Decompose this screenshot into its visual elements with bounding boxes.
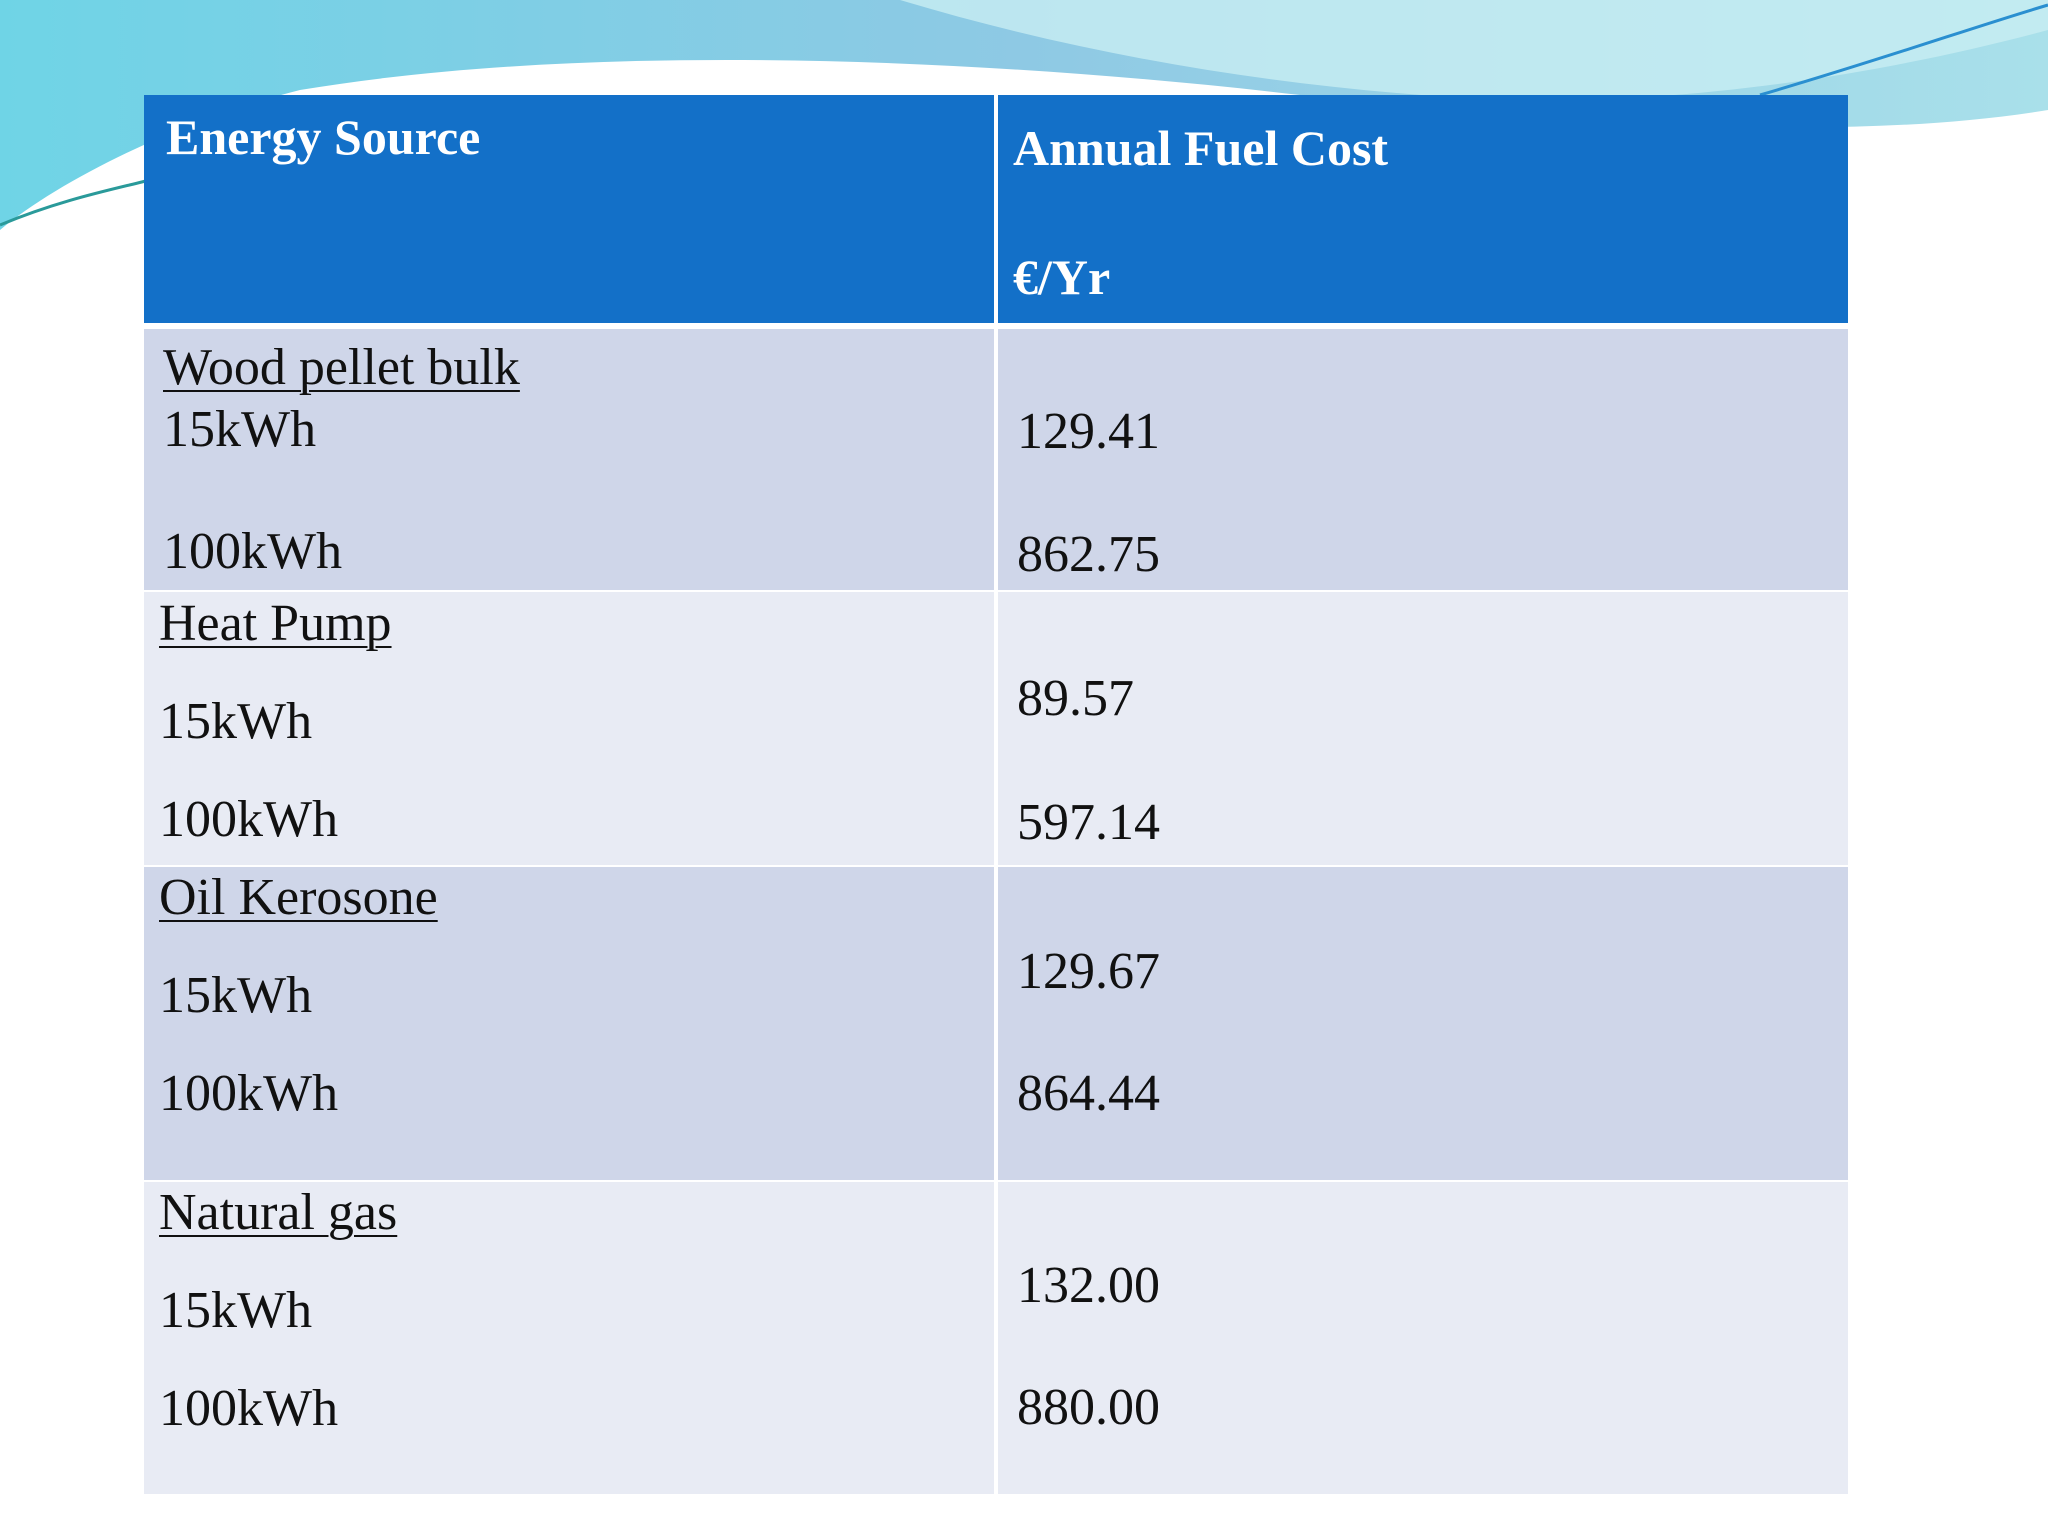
row-cell: [998, 592, 1848, 865]
capacity-label: 15kWh: [159, 693, 313, 750]
header-text: Energy Source: [166, 109, 481, 165]
capacity-label: 100kWh: [159, 1065, 339, 1122]
capacity-label: 100kWh: [163, 523, 343, 580]
header-text: Annual Fuel Cost: [1013, 120, 1389, 176]
row-cell: [144, 1182, 994, 1494]
fuel-cost: 132.00: [1017, 1257, 1160, 1314]
wave-line: [0, 178, 151, 227]
fuel-cost: 862.75: [1017, 526, 1160, 583]
source-name: Oil Kerosone: [159, 869, 438, 926]
source-name: Wood pellet bulk: [163, 339, 520, 396]
capacity-label: 15kWh: [163, 401, 317, 458]
background-waves: [0, 0, 2048, 230]
row-cell: [998, 867, 1848, 1180]
capacity-label: 100kWh: [159, 791, 339, 848]
fuel-cost: 89.57: [1017, 670, 1134, 727]
wave-line: [1759, 3, 2048, 97]
row-cell: [144, 329, 994, 590]
fuel-cost: 864.44: [1017, 1065, 1160, 1122]
header-cell: [998, 95, 1848, 323]
capacity-label: 15kWh: [159, 1282, 313, 1339]
fuel-cost: 129.41: [1017, 403, 1160, 460]
wave: [900, 0, 2048, 101]
capacity-label: 15kWh: [159, 967, 313, 1024]
fuel-cost: 597.14: [1017, 794, 1160, 851]
row-cell: [998, 329, 1848, 590]
source-name: Heat Pump: [159, 595, 392, 652]
source-name: Natural gas: [159, 1184, 398, 1241]
fuel-cost: 880.00: [1017, 1379, 1160, 1436]
row-cell: [144, 867, 994, 1180]
header-text: €/Yr: [1013, 249, 1111, 305]
capacity-label: 100kWh: [159, 1380, 339, 1437]
row-cell: [144, 592, 994, 865]
row-cell: [998, 1182, 1848, 1494]
fuel-cost: 129.67: [1017, 943, 1160, 1000]
header-cell: [144, 95, 994, 323]
